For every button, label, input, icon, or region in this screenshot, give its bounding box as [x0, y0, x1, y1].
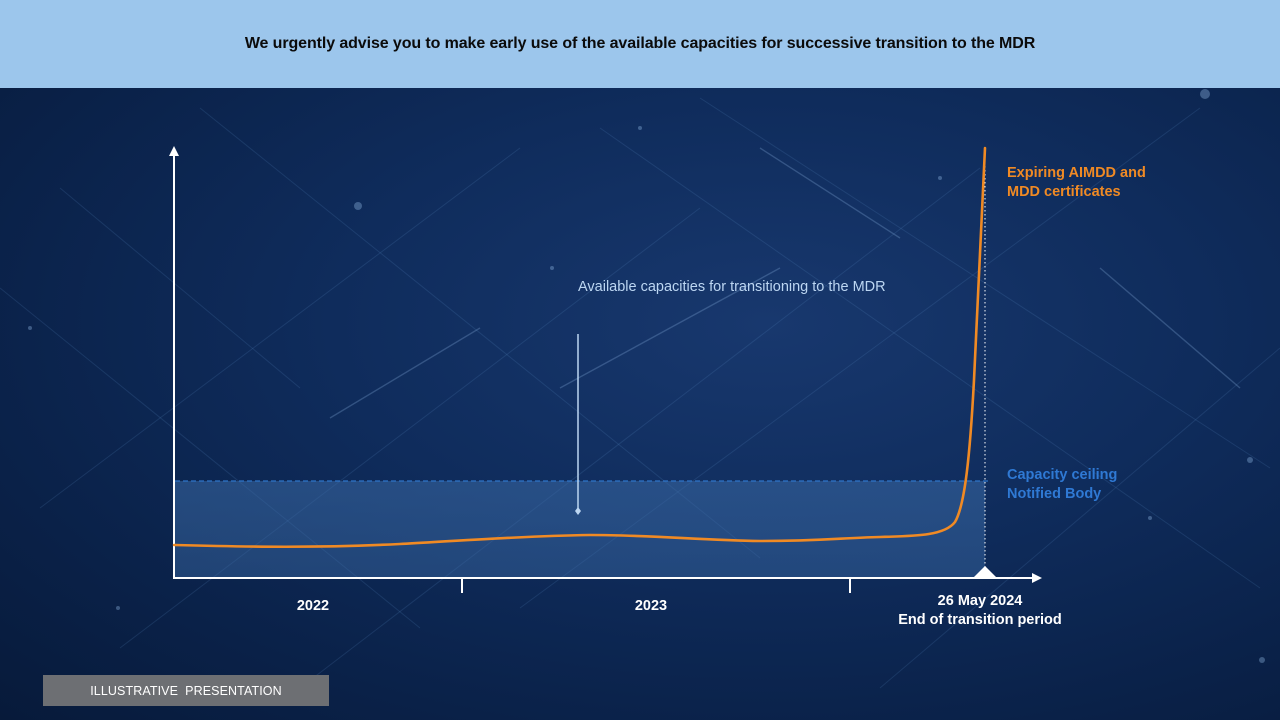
ceiling-annotation-line1: Capacity ceiling [1007, 467, 1118, 483]
capacity-area [175, 481, 985, 578]
x-label-deadline: 26 May 2024 End of transition period [870, 592, 1090, 630]
ceiling-annotation: Capacity ceiling Notified Body [1007, 466, 1117, 504]
x-label-2022: 2022 [296, 598, 330, 614]
expiring-annotation-line2: MDD certificates [1007, 184, 1121, 200]
y-axis-arrow [169, 146, 179, 156]
illustrative-badge: ILLUSTRATIVE PRESENTATION [43, 675, 329, 706]
page-title: We urgently advise you to make early use… [244, 35, 1036, 52]
x-axis-arrow [1032, 573, 1042, 583]
ceiling-annotation-line2: Notified Body [1007, 486, 1102, 502]
title-banner: We urgently advise you to make early use… [0, 0, 1280, 88]
deadline-date: 26 May 2024 [937, 593, 1023, 609]
capacity-annotation-text: Available capacities for transitioning t… [578, 279, 886, 295]
deadline-marker-triangle [973, 566, 997, 578]
capacity-pointer-head [575, 507, 581, 515]
x-label-2023: 2023 [634, 598, 668, 614]
expiring-annotation-line1: Expiring AIMDD and [1007, 165, 1146, 181]
capacity-annotation: Available capacities for transitioning t… [578, 278, 923, 297]
expiring-annotation: Expiring AIMDD and MDD certificates [1007, 164, 1146, 202]
expiring-certificates-curve [172, 146, 987, 549]
deadline-caption: End of transition period [898, 612, 1062, 628]
